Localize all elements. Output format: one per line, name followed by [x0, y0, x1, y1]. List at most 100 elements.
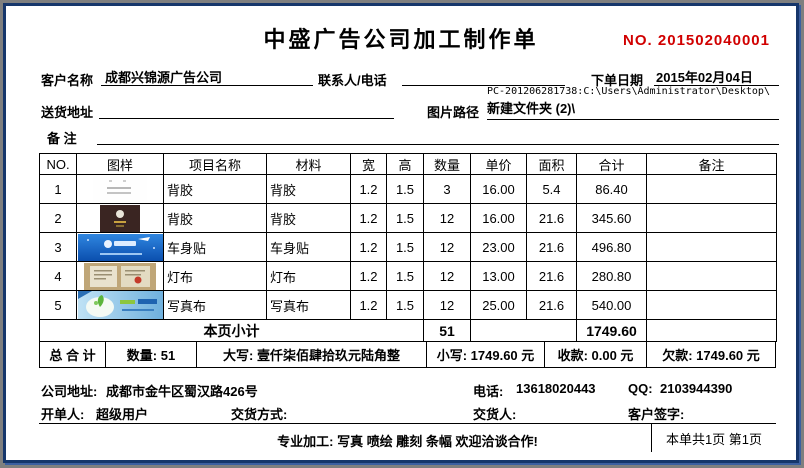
row-material: 写真布: [266, 290, 351, 320]
table-header-row: NO. 图样 项目名称 材料 宽 高 数量 单价 面积 合计 备注: [39, 153, 777, 175]
row-total: 496.80: [576, 232, 647, 262]
col-header-total: 合计: [576, 153, 647, 175]
row-height: 1.5: [386, 174, 424, 204]
qq-label: QQ:: [628, 381, 653, 396]
remark-value: [97, 125, 779, 145]
row-price: 23.00: [470, 232, 527, 262]
grand-total-row: 总 合 计 数量: 51 大写: 壹仟柒佰肆拾玖元陆角整 小写: 1749.60…: [39, 342, 776, 368]
order-date-label: 下单日期: [591, 73, 644, 88]
order-date-value: 2015年02月04日: [654, 67, 779, 86]
thumbnail-image: [84, 262, 156, 290]
col-header-project: 项目名称: [163, 153, 267, 175]
image-path-line1: PC-201206281738:C:\Users\Administrator\D…: [487, 86, 770, 97]
remark-label: 备 注: [47, 131, 77, 146]
row-material: 灯布: [266, 261, 351, 291]
grand-total-label: 总 合 计: [40, 342, 106, 367]
subtotal-label: 本页小计: [39, 319, 424, 342]
row-price: 25.00: [470, 290, 527, 320]
row-project: 车身贴: [163, 232, 267, 262]
sample-thumbnail-white-adhesive: [76, 174, 164, 204]
row-height: 1.5: [386, 261, 424, 291]
row-project: 灯布: [163, 261, 267, 291]
subtotal-qty: 51: [423, 319, 471, 342]
delivery-address-value: [99, 99, 394, 119]
row-project: 背胶: [163, 174, 267, 204]
thumbnail-image: [77, 291, 163, 319]
items-table: NO. 图样 项目名称 材料 宽 高 数量 单价 面积 合计 备注 1: [39, 153, 777, 368]
delivery-method-label: 交货方式:: [231, 407, 288, 422]
row-remark: [646, 290, 777, 320]
page-info: 本单共1页 第1页: [651, 424, 776, 452]
row-project: 背胶: [163, 203, 267, 233]
row-project: 写真布: [163, 290, 267, 320]
subtotal-row: 本页小计 51 1749.60: [39, 319, 777, 342]
table-row: 5: [39, 290, 777, 320]
row-material: 背胶: [266, 203, 351, 233]
row-price: 16.00: [470, 203, 527, 233]
row-price: 16.00: [470, 174, 527, 204]
row-area: 21.6: [526, 232, 577, 262]
customer-signature-label: 客户签字:: [628, 407, 685, 422]
row-total: 280.80: [576, 261, 647, 291]
thumbnail-image: [77, 233, 163, 261]
col-header-width: 宽: [350, 153, 387, 175]
order-number: NO. 201502040001: [623, 32, 770, 49]
row-no: 2: [39, 203, 77, 233]
sample-thumbnail-blue-banner: [76, 232, 164, 262]
row-no: 3: [39, 232, 77, 262]
footer-bottom-bar: 专业加工: 写真 喷绘 雕刻 条幅 欢迎洽谈合作! 本单共1页 第1页: [39, 423, 776, 452]
row-no: 5: [39, 290, 77, 320]
row-width: 1.2: [350, 290, 387, 320]
row-width: 1.2: [350, 261, 387, 291]
row-area: 21.6: [526, 261, 577, 291]
work-order-sheet: 中盛广告公司加工制作单 NO. 201502040001 客户名称 成都兴锦源广…: [3, 3, 799, 463]
thumbnail-image: [100, 204, 140, 232]
subtotal-amount: 1749.60: [576, 319, 647, 342]
subtotal-empty: [470, 319, 577, 342]
sample-thumbnail-certificates-photo: [76, 261, 164, 291]
row-area: 5.4: [526, 174, 577, 204]
company-address-label: 公司地址:: [41, 384, 98, 399]
page-title: 中盛广告公司加工制作单: [263, 27, 539, 52]
row-width: 1.2: [350, 174, 387, 204]
thumbnail-image: [93, 176, 147, 202]
company-address-value: 成都市金牛区蜀汉路426号: [106, 384, 258, 399]
col-header-material: 材料: [266, 153, 351, 175]
row-total: 345.60: [576, 203, 647, 233]
col-header-price: 单价: [470, 153, 527, 175]
contact-phone-value: [402, 67, 565, 86]
row-total: 86.40: [576, 174, 647, 204]
row-total: 540.00: [576, 290, 647, 320]
row-qty: 3: [423, 174, 471, 204]
customer-name-label: 客户名称: [41, 73, 94, 88]
phone-value: 13618020443: [516, 381, 596, 396]
grand-total-owed: 欠款: 1749.60 元: [662, 348, 760, 363]
table-row: 4 灯布 灯布 1.2 1.5: [39, 261, 777, 291]
sample-thumbnail-dark-brown-logo: [76, 203, 164, 233]
delivery-person-label: 交货人:: [473, 407, 517, 422]
row-price: 13.00: [470, 261, 527, 291]
grand-total-received: 收款: 0.00 元: [545, 342, 647, 367]
row-remark: [646, 232, 777, 262]
image-path-label: 图片路径: [427, 105, 480, 120]
row-no: 4: [39, 261, 77, 291]
row-width: 1.2: [350, 232, 387, 262]
grand-total-amount-in-words: 大写: 壹仟柒佰肆拾玖元陆角整: [197, 342, 427, 367]
row-qty: 12: [423, 203, 471, 233]
row-width: 1.2: [350, 203, 387, 233]
phone-label: 电话:: [473, 384, 504, 399]
row-area: 21.6: [526, 290, 577, 320]
row-qty: 12: [423, 232, 471, 262]
contact-phone-label: 联系人/电话: [318, 73, 387, 88]
sample-thumbnail-eco-banner: [76, 290, 164, 320]
customer-name-value: 成都兴锦源广告公司: [101, 67, 313, 86]
col-header-no: NO.: [39, 153, 77, 175]
col-header-qty: 数量: [423, 153, 471, 175]
col-header-height: 高: [386, 153, 424, 175]
row-remark: [646, 174, 777, 204]
row-qty: 12: [423, 261, 471, 291]
table-row: 2 背胶 背胶 1.2 1.5 12 16.00 21.6: [39, 203, 777, 233]
row-material: 背胶: [266, 174, 351, 204]
issuer-label: 开单人:: [41, 407, 85, 422]
